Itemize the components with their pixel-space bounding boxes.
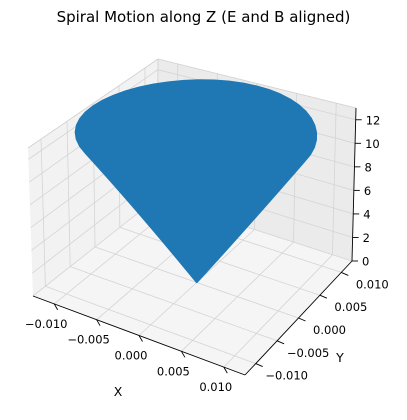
z-tick-label: 12 bbox=[366, 113, 381, 127]
z-tick-label: 8 bbox=[364, 160, 371, 174]
z-tick-label: 6 bbox=[364, 184, 371, 198]
y-tick bbox=[341, 271, 349, 276]
x-tick bbox=[53, 303, 59, 311]
z-tick-label: 10 bbox=[365, 137, 380, 151]
z-tick-label: 2 bbox=[363, 231, 370, 245]
y-tick-label: −0.005 bbox=[287, 346, 330, 360]
x-tick bbox=[181, 351, 186, 358]
y-tick bbox=[255, 363, 263, 368]
y-tick-label: −0.010 bbox=[265, 369, 308, 383]
chart-title: Spiral Motion along Z (E and B aligned) bbox=[56, 8, 351, 26]
x-tick-label: 0.010 bbox=[199, 380, 232, 394]
x-axis-label: X bbox=[114, 384, 123, 399]
y-axis-label: Y bbox=[335, 350, 344, 365]
pane-edge bbox=[27, 58, 159, 149]
y-tick-label: 0.005 bbox=[334, 300, 367, 314]
y-tick-label: 0.000 bbox=[313, 323, 346, 337]
x-tick-label: −0.005 bbox=[67, 333, 110, 347]
spiral-series-line bbox=[74, 79, 318, 284]
x-tick-label: 0.005 bbox=[157, 364, 190, 378]
z-tick-label: 4 bbox=[363, 207, 370, 221]
y-tick-label: 0.010 bbox=[356, 277, 389, 291]
y-tick bbox=[298, 317, 306, 322]
x-tick-label: 0.000 bbox=[115, 349, 148, 363]
z-tick-label: 0 bbox=[362, 255, 369, 269]
x-tick bbox=[96, 319, 101, 326]
x-tick bbox=[223, 366, 228, 374]
ticks bbox=[53, 119, 362, 374]
y-tick bbox=[276, 340, 285, 345]
z-axis-line bbox=[351, 107, 357, 262]
y-tick bbox=[319, 294, 328, 299]
x-tick-label: −0.010 bbox=[25, 317, 68, 331]
pane-edge bbox=[157, 58, 357, 109]
x-tick bbox=[138, 335, 143, 342]
